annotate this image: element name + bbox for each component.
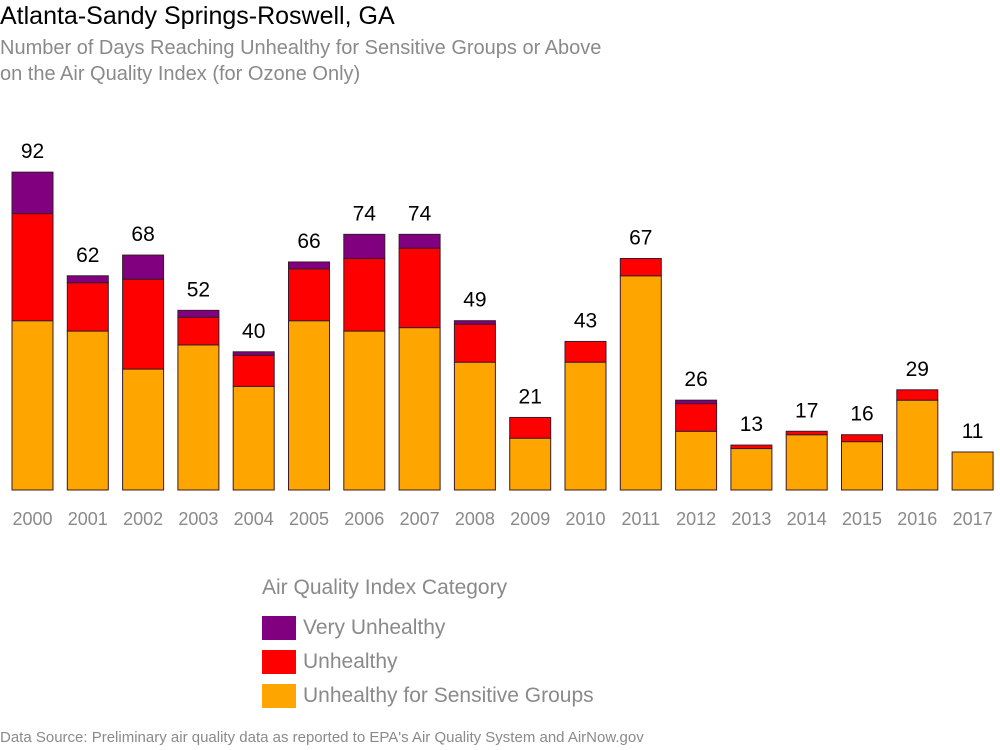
bar-2008-very-unhealthy [453,320,496,325]
data-label-2003: 52 [187,278,210,301]
x-tick-label-2006: 2006 [344,509,384,529]
data-label-2016: 29 [906,358,929,381]
legend-item-unhealthy-sensitive: Unhealthy for Sensitive Groups [262,679,594,713]
bar-2012-unhealthy-for-sensitive-groups [675,430,718,491]
bar-2008-unhealthy-for-sensitive-groups [453,361,496,491]
bar-2004-unhealthy-for-sensitive-groups [232,385,275,491]
data-label-2012: 26 [684,368,707,391]
x-tick-label-2011: 2011 [621,509,660,529]
legend-label-very-unhealthy: Very Unhealthy [303,616,446,639]
chart-title: Atlanta-Sandy Springs-Roswell, GA [0,2,395,30]
legend: Air Quality Index Category Very Unhealth… [262,576,594,713]
x-tick-label-2007: 2007 [400,509,440,529]
data-label-2008: 49 [463,289,486,312]
bar-2005-unhealthy [288,268,330,322]
data-label-2002: 68 [131,223,154,246]
bar-2013-unhealthy [730,444,773,450]
chart-subtitle-line-2: on the Air Quality Index (for Ozone Only… [0,63,361,85]
data-label-2000: 92 [21,140,44,163]
data-label-2014: 17 [795,399,818,422]
bar-2007-unhealthy [398,247,441,329]
data-label-2004: 40 [242,320,265,343]
bar-2006-very-unhealthy [343,233,386,260]
x-tick-label-2004: 2004 [234,509,274,529]
bar-2001-very-unhealthy [66,275,109,284]
bar-2015-unhealthy-for-sensitive-groups [841,441,883,491]
data-label-2015: 16 [850,403,873,426]
bar-2003-unhealthy [177,316,220,346]
bar-2011-unhealthy [619,258,662,277]
x-tick-label-2001: 2001 [68,509,108,529]
data-label-2006: 74 [353,202,377,225]
bar-2011-unhealthy-for-sensitive-groups [619,275,662,491]
legend-item-very-unhealthy: Very Unhealthy [262,611,594,645]
bar-chart: 92 2000 62 2001 68 2002 52 2003 40 2004 66 2005 74 20… [11,140,994,529]
bar-2017-unhealthy-for-sensitive-groups [951,451,994,491]
bar-2005-unhealthy-for-sensitive-groups [288,320,330,491]
x-tick-label-2015: 2015 [842,509,882,529]
data-label-2009: 21 [519,385,542,408]
bar-2006-unhealthy [343,258,386,332]
data-label-2013: 13 [740,413,763,436]
bar-2016-unhealthy-for-sensitive-groups [896,399,939,491]
bar-2002-unhealthy [122,278,165,370]
legend-swatch-unhealthy [262,650,296,674]
bar-2010-unhealthy [564,340,607,363]
x-tick-label-2012: 2012 [676,509,716,529]
bar-2016-unhealthy [896,389,939,401]
legend-label-unhealthy: Unhealthy [303,650,398,673]
bar-2007-unhealthy-for-sensitive-groups [398,327,441,491]
bar-2003-unhealthy-for-sensitive-groups [177,344,220,491]
data-source-note: Data Source: Preliminary air quality dat… [0,729,644,746]
x-tick-label-2009: 2009 [510,509,550,529]
x-tick-label-2010: 2010 [565,509,605,529]
bar-2015-unhealthy [841,434,883,443]
bar-2009-unhealthy-for-sensitive-groups [509,437,552,491]
bar-2002-unhealthy-for-sensitive-groups [122,368,165,491]
x-tick-label-2002: 2002 [123,509,163,529]
data-label-2005: 66 [297,230,320,253]
bar-2000-unhealthy [11,213,54,322]
bar-2005-very-unhealthy [288,261,330,270]
data-label-2011: 67 [629,227,652,250]
legend-item-unhealthy: Unhealthy [262,645,594,679]
chart-subtitle-line-1: Number of Days Reaching Unhealthy for Se… [0,37,602,59]
x-tick-label-2008: 2008 [455,509,495,529]
bar-2010-unhealthy-for-sensitive-groups [564,361,607,491]
x-tick-label-2005: 2005 [289,509,329,529]
legend-swatch-unhealthy-sensitive [262,684,296,708]
x-tick-label-2003: 2003 [178,509,218,529]
x-tick-label-2016: 2016 [897,509,937,529]
bar-2012-very-unhealthy [675,399,718,405]
bar-2004-very-unhealthy [232,351,275,356]
bar-2003-very-unhealthy [177,309,220,318]
data-label-2010: 43 [574,309,597,332]
bar-2001-unhealthy-for-sensitive-groups [66,330,109,491]
data-label-2001: 62 [76,244,99,267]
bar-2000-unhealthy-for-sensitive-groups [11,320,54,491]
data-label-2017: 11 [962,420,984,443]
bar-2000-very-unhealthy [11,171,54,215]
legend-title: Air Quality Index Category [262,576,508,599]
bar-2013-unhealthy-for-sensitive-groups [730,448,773,491]
bar-2006-unhealthy-for-sensitive-groups [343,330,386,491]
bar-2001-unhealthy [66,282,109,332]
bar-2014-unhealthy [785,430,828,436]
x-tick-label-2014: 2014 [787,509,827,529]
bar-2009-unhealthy [509,416,552,439]
x-tick-label-2000: 2000 [12,509,52,529]
bar-2002-very-unhealthy [122,254,165,280]
bar-2012-unhealthy [675,403,718,432]
bar-2014-unhealthy-for-sensitive-groups [785,434,828,491]
legend-swatch-very-unhealthy [262,616,296,640]
bar-2004-unhealthy [232,354,275,387]
data-label-2007: 74 [408,202,432,225]
bar-2008-unhealthy [453,323,496,363]
legend-label-unhealthy-sensitive: Unhealthy for Sensitive Groups [303,684,594,707]
x-tick-label-2017: 2017 [953,509,993,529]
x-tick-label-2013: 2013 [731,509,771,529]
bar-2007-very-unhealthy [398,233,441,249]
